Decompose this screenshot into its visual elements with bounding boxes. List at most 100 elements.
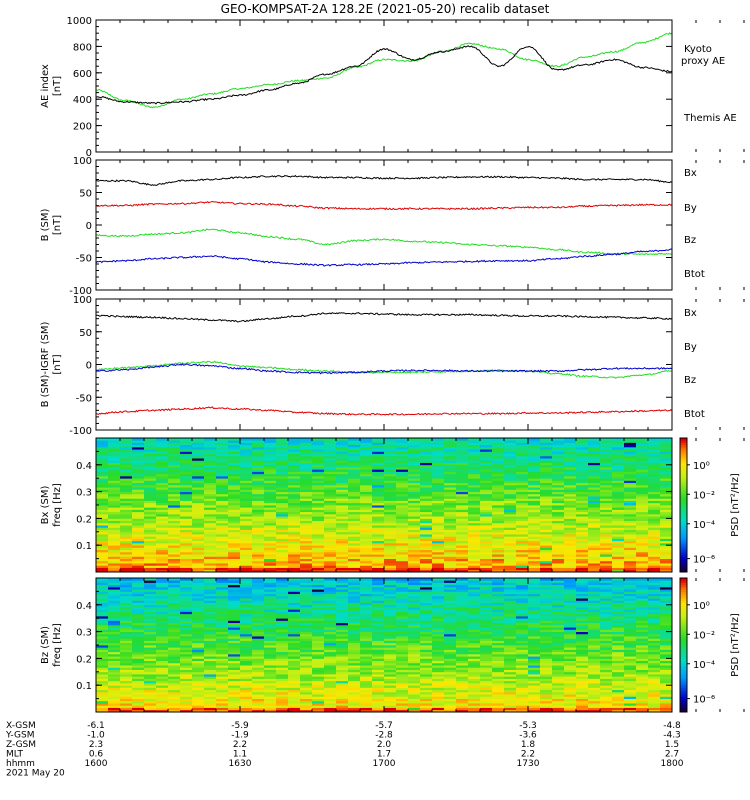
heatmap-cell: [192, 578, 205, 581]
heatmap-cell: [300, 480, 313, 484]
heatmap-cell: [264, 473, 277, 477]
heatmap-cell: [348, 676, 361, 679]
heatmap-cell: [252, 549, 265, 553]
heatmap-cell: [528, 522, 541, 526]
heatmap-cell: [372, 505, 385, 508]
heatmap-cell: [456, 567, 469, 571]
heatmap-cell: [552, 469, 565, 472]
heatmap-cell: [552, 451, 565, 455]
heatmap-cell: [444, 491, 457, 495]
heatmap-cell: [504, 489, 517, 492]
heatmap-cell: [156, 627, 169, 630]
heatmap-cell: [108, 569, 121, 573]
heatmap-cell: [228, 475, 241, 479]
heatmap-cell: [144, 496, 157, 499]
heatmap-cell: [540, 567, 553, 571]
heatmap-cell: [456, 536, 469, 539]
heatmap-cell: [516, 509, 529, 513]
heatmap-cell: [468, 551, 481, 555]
heatmap-cell: [192, 538, 205, 542]
heatmap-cell: [480, 551, 493, 555]
heatmap-cell: [444, 469, 457, 472]
heatmap-cell: [180, 440, 193, 443]
heatmap-cell: [660, 554, 673, 557]
heatmap-cell: [504, 563, 517, 566]
heatmap-cell: [648, 496, 661, 499]
heatmap-cell: [228, 627, 241, 630]
heatmap-cell: [588, 567, 601, 571]
heatmap-cell: [300, 627, 313, 630]
heatmap-cell: [564, 489, 577, 492]
heatmap-cell: [480, 482, 493, 486]
heatmap-cell: [336, 705, 349, 708]
heatmap-cell: [504, 449, 517, 452]
heatmap-cell: [228, 527, 241, 530]
heatmap-cell: [216, 446, 229, 450]
heatmap-cell: [384, 529, 397, 533]
heatmap-cell: [516, 551, 529, 555]
heatmap-cell: [396, 586, 409, 590]
heatmap-cell: [420, 484, 433, 488]
heatmap-cell: [540, 560, 553, 564]
heatmap-cell: [204, 613, 217, 617]
heatmap-cell: [396, 538, 409, 542]
heatmap-cell: [120, 691, 133, 695]
heatmap-cell: [192, 518, 205, 522]
heatmap-cell: [240, 453, 253, 457]
heatmap-cell: [372, 460, 385, 463]
heatmap-cell: [156, 487, 169, 490]
heatmap-cell: [252, 511, 265, 515]
heatmap-cell: [360, 473, 373, 477]
heatmap-cell: [252, 676, 265, 679]
heatmap-cell: [108, 455, 121, 459]
heatmap-cell: [636, 442, 649, 446]
heatmap-cell: [108, 480, 121, 484]
heatmap-cell: [108, 531, 121, 535]
heatmap-cell: [324, 518, 337, 522]
heatmap-cell: [312, 582, 325, 586]
heatmap-cell: [384, 563, 397, 566]
heatmap-cell: [624, 518, 637, 522]
heatmap-cell: [564, 438, 577, 441]
heatmap-cell: [216, 480, 229, 484]
heatmap-cell: [624, 569, 637, 573]
heatmap-cell: [312, 458, 325, 461]
heatmap-cell: [456, 547, 469, 551]
colorbar-cell: [680, 525, 687, 528]
heatmap-cell: [456, 451, 469, 455]
heatmap-cell: [480, 475, 493, 479]
heatmap-cell: [444, 462, 457, 466]
heatmap-cell: [192, 442, 205, 446]
heatmap-cell: [180, 696, 193, 699]
heatmap-cell: [372, 609, 385, 612]
heatmap-cell: [132, 527, 145, 530]
heatmap-cell: [324, 471, 337, 475]
heatmap-cell: [360, 493, 373, 497]
heatmap-cell: [360, 629, 373, 632]
heatmap-cell: [552, 516, 565, 519]
heatmap-cell: [564, 513, 577, 517]
heatmap-cell: [252, 560, 265, 564]
heatmap-cell: [180, 629, 193, 632]
heatmap-cell: [636, 505, 649, 508]
heatmap-cell: [336, 482, 349, 486]
heatmap-cell: [408, 475, 421, 479]
heatmap-cell: [408, 487, 421, 490]
heatmap-cell: [588, 498, 601, 501]
heatmap-cell: [96, 607, 109, 610]
heatmap-cell: [132, 705, 145, 708]
heatmap-cell: [636, 469, 649, 472]
heatmap-cell: [168, 656, 181, 659]
heatmap-cell: [96, 680, 109, 684]
heatmap-cell: [648, 480, 661, 484]
heatmap-cell: [336, 629, 349, 632]
heatmap-cell: [288, 440, 301, 443]
heatmap-cell: [180, 705, 193, 708]
heatmap-cell: [180, 464, 193, 468]
heatmap-cell: [168, 631, 181, 635]
heatmap-cell: [312, 496, 325, 499]
heatmap-cell: [108, 491, 121, 495]
heatmap-cell: [120, 527, 133, 530]
heatmap-cell: [360, 487, 373, 490]
heatmap-cell: [144, 636, 157, 639]
